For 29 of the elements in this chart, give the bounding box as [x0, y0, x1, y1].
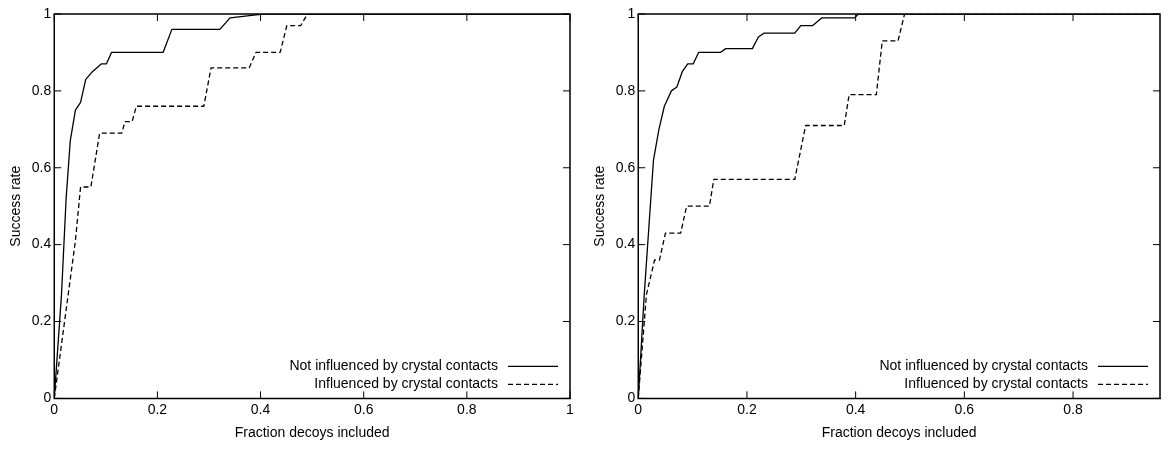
y-tick-label: 0	[627, 389, 636, 406]
legend-label: Not influenced by crystal contacts	[879, 357, 1088, 374]
legend-label: Influenced by crystal contacts	[904, 375, 1088, 392]
x-tick-label: 0.8	[1063, 400, 1083, 417]
y-tick-label: 1	[627, 4, 636, 21]
y-tick-label: 0.6	[615, 158, 636, 175]
y-tick-label: 0.4	[31, 235, 52, 252]
y-axis-title: Success rate	[7, 165, 24, 247]
x-tick-label: 0.6	[954, 400, 975, 417]
y-tick-label: 0.8	[31, 81, 52, 98]
y-tick-label: 0	[43, 389, 52, 406]
x-axis-title: Fraction decoys included	[821, 424, 977, 441]
x-axis-title: Fraction decoys included	[234, 424, 390, 441]
y-tick-label: 0.2	[615, 312, 636, 329]
y-tick-label: 0.6	[31, 158, 52, 175]
x-tick-label: 0.2	[147, 400, 168, 417]
x-tick-label: 0.2	[737, 400, 757, 417]
x-tick-label: 1	[566, 400, 575, 417]
legend-label: Influenced by crystal contacts	[314, 375, 498, 392]
y-axis-title: Success rate	[591, 165, 608, 247]
y-tick-label: 1	[43, 4, 52, 21]
x-tick-label: 0.8	[457, 400, 477, 417]
y-tick-label: 0.2	[31, 312, 52, 329]
y-tick-label: 0.4	[615, 235, 636, 252]
y-tick-label: 0.8	[615, 81, 636, 98]
x-tick-label: 0.4	[845, 400, 866, 417]
x-tick-label: 0.6	[353, 400, 374, 417]
legend-label: Not influenced by crystal contacts	[289, 357, 498, 374]
x-tick-label: 0.4	[250, 400, 271, 417]
